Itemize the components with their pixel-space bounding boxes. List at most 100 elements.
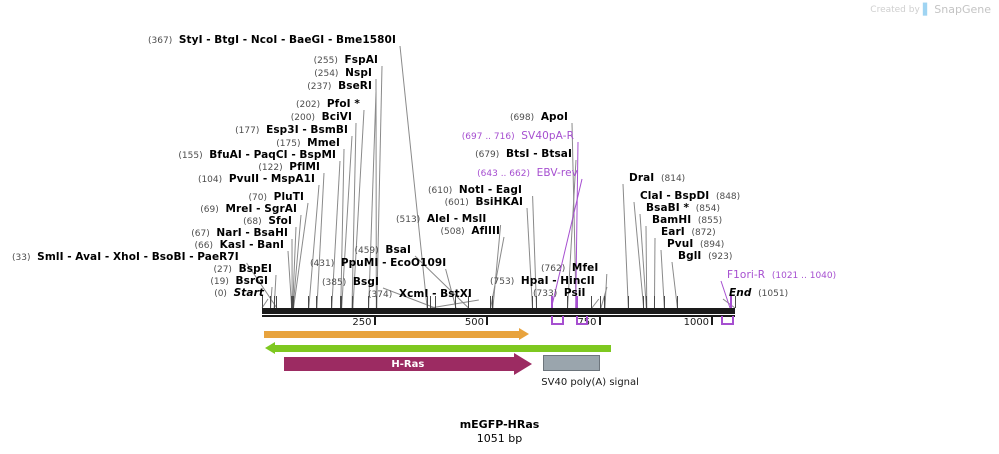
enzyme-name[interactable]: FspAI [344,54,378,66]
enzyme-label-row[interactable]: (385) BsgI [322,277,379,289]
feature-sv40-poly-a-signal[interactable] [543,355,600,371]
enzyme-name[interactable]: BsaBI * [646,202,690,214]
enzyme-name[interactable]: NarI [216,227,242,239]
enzyme-name[interactable]: BtsaI [541,148,572,160]
enzyme-name[interactable]: ClaI [640,190,663,202]
primer-label-row[interactable]: F1ori-R (1021 .. 1040) [727,270,836,282]
primer-arrow[interactable] [273,345,611,352]
enzyme-name[interactable]: BfuAI [209,149,242,161]
enzyme-name[interactable]: BsgI [352,276,379,288]
enzyme-name[interactable]: Esp3I [266,124,299,136]
enzyme-name[interactable]: BsaHI [253,227,288,239]
cut-site-tick[interactable] [331,296,333,308]
cut-site-tick[interactable] [368,296,370,308]
primer-range-bracket[interactable] [721,316,735,325]
enzyme-label-row[interactable]: EarI (872) [661,227,716,239]
enzyme-name[interactable]: BsrGI [235,275,268,287]
primer-range-bracket[interactable] [551,316,564,325]
enzyme-name[interactable]: NspI [345,67,372,79]
enzyme-label-row[interactable]: (67) NarI - BsaHI [191,228,288,240]
enzyme-label-row[interactable]: (33) SmlI - AvaI - XhoI - BsoBI - PaeR7I [12,252,239,264]
primer-arrow[interactable] [263,331,522,338]
cut-site-tick[interactable] [536,296,538,308]
enzyme-label-row[interactable]: PvuI (894) [667,239,724,251]
enzyme-name[interactable]: BsaI [385,244,411,256]
enzyme-name[interactable]: XhoI [112,251,141,263]
cut-site-tick[interactable] [676,296,678,308]
cut-site-tick[interactable] [734,296,736,308]
enzyme-label-row[interactable]: ClaI - BspDI (848) [640,191,740,203]
cut-site-tick[interactable] [341,296,343,308]
enzyme-name[interactable]: PsiI [563,287,586,299]
enzyme-name[interactable]: XcmI [398,288,429,300]
enzyme-name[interactable]: SmlI [37,251,64,263]
enzyme-label-row[interactable]: (200) BciVI [291,112,352,124]
cut-site-tick[interactable] [663,296,665,308]
enzyme-label-row[interactable]: BsaBI * (854) [646,203,720,215]
enzyme-name[interactable]: MreI [225,203,253,215]
primer-label-row[interactable]: (643 .. 662) EBV-rev [477,168,578,180]
cut-site-tick[interactable] [351,296,353,308]
enzyme-name[interactable]: MslI [461,213,487,225]
enzyme-name[interactable]: MmeI [307,137,340,149]
enzyme-name[interactable]: AvaI [75,251,102,263]
enzyme-name[interactable]: BamHI [652,214,692,226]
cut-site-tick[interactable] [600,296,602,308]
primer-name[interactable]: EBV-rev [536,167,578,179]
enzyme-label-row[interactable]: (68) SfoI [243,216,292,228]
feature-h-ras[interactable] [283,353,533,375]
enzyme-name[interactable]: MspA1I [270,173,315,185]
enzyme-label-row[interactable]: (733) PsiI [533,288,586,300]
enzyme-name[interactable]: BspMI [299,149,336,161]
enzyme-label-row[interactable]: (255) FspAI [314,55,378,67]
cut-site-tick[interactable] [627,296,629,308]
enzyme-label-row[interactable]: (0) Start [214,288,264,300]
cut-site-tick[interactable] [531,296,533,308]
enzyme-name[interactable]: PaqCI [253,149,288,161]
enzyme-name[interactable]: End [729,287,752,299]
cut-site-tick[interactable] [434,296,436,308]
sequence-backbone[interactable] [262,308,735,314]
cut-site-tick[interactable] [492,296,494,308]
enzyme-name[interactable]: PvuII [228,173,260,185]
enzyme-name[interactable]: HincII [560,275,595,287]
cut-site-tick[interactable] [604,296,606,308]
cut-site-tick[interactable] [429,296,431,308]
primer-range-bracket[interactable] [575,316,589,325]
enzyme-name[interactable]: BstXI [440,288,472,300]
enzyme-label-row[interactable]: (155) BfuAI - PaqCI - BspMI [178,150,336,162]
enzyme-label-row[interactable]: BglI (923) [678,251,732,263]
enzyme-name[interactable]: BtgI [214,34,240,46]
enzyme-name[interactable]: PluTI [273,191,304,203]
enzyme-name[interactable]: PpuMI [340,257,379,269]
enzyme-name[interactable]: PflMI [289,161,320,173]
enzyme-label-row[interactable]: (66) KasI - BanI [195,240,285,252]
enzyme-label-row[interactable]: (508) AflIII [440,226,500,238]
enzyme-label-row[interactable]: (177) Esp3I - BsmBI [235,125,348,137]
enzyme-name[interactable]: Bme1580I [335,34,396,46]
enzyme-label-row[interactable]: (122) PflMI [258,162,320,174]
enzyme-name[interactable]: AleI [426,213,451,225]
cut-site-tick[interactable] [316,296,318,308]
enzyme-name[interactable]: Start [233,287,264,299]
enzyme-name[interactable]: BsiHKAI [475,196,523,208]
cut-site-tick[interactable] [455,296,457,308]
enzyme-label-row[interactable]: (104) PvuII - MspA1I [198,174,315,186]
enzyme-label-row[interactable]: (431) PpuMI - EcoO109I [310,258,446,270]
enzyme-name[interactable]: BtsI [505,148,530,160]
cut-site-tick[interactable] [591,296,593,308]
enzyme-label-row[interactable]: (513) AleI - MslI [396,214,486,226]
enzyme-name[interactable]: NotI [458,184,485,196]
enzyme-label-row[interactable]: (237) BseRI [307,81,372,93]
cut-site-tick[interactable] [490,296,492,308]
enzyme-name[interactable]: KasI [219,239,246,251]
cut-site-tick[interactable] [340,296,342,308]
enzyme-label-row[interactable]: (374) XcmI - BstXI [368,289,472,301]
enzyme-label-row[interactable]: BamHI (855) [652,215,722,227]
enzyme-label-row[interactable]: (70) PluTI [248,192,304,204]
enzyme-name[interactable]: BaeGI [289,34,325,46]
enzyme-name[interactable]: BsmBI [310,124,348,136]
enzyme-name[interactable]: DraI [629,172,655,184]
enzyme-label-row[interactable]: (69) MreI - SgrAI [200,204,297,216]
enzyme-label-row[interactable]: (254) NspI [314,68,372,80]
